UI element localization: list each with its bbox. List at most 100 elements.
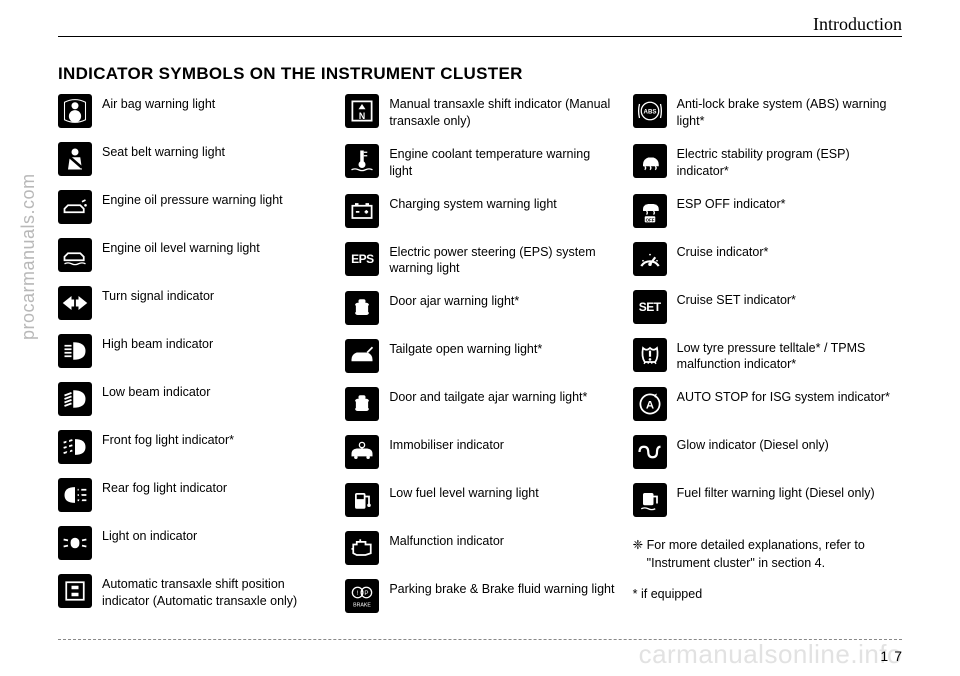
door-ajar-icon: [345, 291, 379, 325]
row-label: Malfunction indicator: [389, 531, 504, 550]
svg-text:!: !: [357, 590, 359, 597]
tpms-icon: [633, 338, 667, 372]
row-label: High beam indicator: [102, 334, 213, 353]
row-label: Immobiliser indicator: [389, 435, 504, 454]
page: procarmanuals.com Introduction INDICATOR…: [0, 0, 960, 676]
low-beam-icon: [58, 382, 92, 416]
row-esp: Electric stability program (ESP) indicat…: [633, 144, 902, 180]
row-label: Cruise SET indicator*: [677, 290, 796, 309]
row-cruise: Cruise indicator*: [633, 242, 902, 276]
row-door-ajar: Door ajar warning light*: [345, 291, 614, 325]
row-label: Manual transaxle shift indicator (Manual…: [389, 94, 614, 130]
row-esp-off: OFF ESP OFF indicator*: [633, 194, 902, 228]
row-malfunction: Malfunction indicator: [345, 531, 614, 565]
watermark-left: procarmanuals.com: [18, 173, 39, 340]
row-oil-pressure: Engine oil pressure warning light: [58, 190, 327, 224]
watermark-right: carmanualsonline.info: [639, 639, 902, 670]
manual-shift-icon: N: [345, 94, 379, 128]
glow-icon: [633, 435, 667, 469]
page-title: INDICATOR SYMBOLS ON THE INSTRUMENT CLUS…: [58, 64, 523, 84]
svg-text:A: A: [646, 400, 654, 412]
row-label: Front fog light indicator*: [102, 430, 234, 449]
row-label: Turn signal indicator: [102, 286, 214, 305]
row-cruise-set: SET Cruise SET indicator*: [633, 290, 902, 324]
svg-text:OFF: OFF: [645, 217, 654, 222]
row-auto-shift: Automatic transaxle shift position indic…: [58, 574, 327, 610]
header-section-title: Introduction: [813, 14, 902, 35]
row-label: Light on indicator: [102, 526, 197, 545]
row-brake: ! P BRAKE Parking brake & Brake fluid warn…: [345, 579, 614, 613]
malfunction-icon: [345, 531, 379, 565]
row-rear-fog: Rear fog light indicator: [58, 478, 327, 512]
row-tpms: Low tyre pressure telltale* / TPMS malfu…: [633, 338, 902, 374]
cruise-set-icon: SET: [633, 290, 667, 324]
oil-level-icon: [58, 238, 92, 272]
footer-rule: [58, 639, 902, 640]
column-2: N Manual transaxle shift indicator (Manu…: [345, 94, 614, 627]
row-label: Glow indicator (Diesel only): [677, 435, 829, 454]
note-if-equipped: * if equipped: [633, 586, 902, 604]
column-3: ABS Anti-lock brake system (ABS) warning…: [633, 94, 902, 627]
row-label: Engine coolant temperature warning light: [389, 144, 614, 180]
fuel-filter-icon: [633, 483, 667, 517]
front-fog-icon: [58, 430, 92, 464]
seatbelt-icon: [58, 142, 92, 176]
row-label: Tailgate open warning light*: [389, 339, 542, 358]
row-turn-signal: Turn signal indicator: [58, 286, 327, 320]
eps-icon: EPS: [345, 242, 379, 276]
svg-text:BRAKE: BRAKE: [353, 603, 371, 609]
row-seatbelt: Seat belt warning light: [58, 142, 327, 176]
row-high-beam: High beam indicator: [58, 334, 327, 368]
row-label: Rear fog light indicator: [102, 478, 227, 497]
row-label: Charging system warning light: [389, 194, 556, 213]
indicator-grid: Air bag warning light Seat belt warning …: [58, 94, 902, 616]
abs-icon: ABS: [633, 94, 667, 128]
section-number: 1: [880, 648, 888, 664]
row-label: Low tyre pressure telltale* / TPMS malfu…: [677, 338, 902, 374]
row-label: Electric stability program (ESP) indicat…: [677, 144, 902, 180]
svg-text:P: P: [365, 590, 369, 597]
esp-icon: [633, 144, 667, 178]
row-glow: Glow indicator (Diesel only): [633, 435, 902, 469]
row-label: Door and tailgate ajar warning light*: [389, 387, 587, 406]
column-1: Air bag warning light Seat belt warning …: [58, 94, 327, 627]
row-label: Fuel filter warning light (Diesel only): [677, 483, 875, 502]
row-label: Seat belt warning light: [102, 142, 225, 161]
door-tailgate-icon: [345, 387, 379, 421]
row-label: Parking brake & Brake fluid warning ligh…: [389, 579, 614, 598]
row-light-on: Light on indicator: [58, 526, 327, 560]
row-isg: A AUTO STOP for ISG system indicator*: [633, 387, 902, 421]
row-eps: EPS Electric power steering (EPS) system…: [345, 242, 614, 278]
row-label: Low fuel level warning light: [389, 483, 538, 502]
page-number-value: 7: [894, 648, 902, 664]
svg-text:ABS: ABS: [643, 109, 656, 116]
tailgate-icon: [345, 339, 379, 373]
row-airbag: Air bag warning light: [58, 94, 327, 128]
row-low-beam: Low beam indicator: [58, 382, 327, 416]
auto-shift-icon: [58, 574, 92, 608]
row-label: Air bag warning light: [102, 94, 215, 113]
light-on-icon: [58, 526, 92, 560]
battery-icon: [345, 194, 379, 228]
row-label: Electric power steering (EPS) system war…: [389, 242, 614, 278]
airbag-icon: [58, 94, 92, 128]
isg-icon: A: [633, 387, 667, 421]
note-detailed: ❈ For more detailed explanations, refer …: [633, 537, 902, 572]
row-label: Door ajar warning light*: [389, 291, 519, 310]
row-oil-level: Engine oil level warning light: [58, 238, 327, 272]
turn-signal-icon: [58, 286, 92, 320]
row-manual-shift: N Manual transaxle shift indicator (Manu…: [345, 94, 614, 130]
row-battery: Charging system warning light: [345, 194, 614, 228]
esp-off-icon: OFF: [633, 194, 667, 228]
row-label: Engine oil level warning light: [102, 238, 260, 257]
row-abs: ABS Anti-lock brake system (ABS) warning…: [633, 94, 902, 130]
row-label: Low beam indicator: [102, 382, 210, 401]
header-rule: [58, 36, 902, 37]
high-beam-icon: [58, 334, 92, 368]
brake-icon: ! P BRAKE: [345, 579, 379, 613]
immobiliser-icon: [345, 435, 379, 469]
cruise-icon: [633, 242, 667, 276]
row-low-fuel: Low fuel level warning light: [345, 483, 614, 517]
page-number: 17: [880, 648, 902, 664]
oil-pressure-icon: [58, 190, 92, 224]
